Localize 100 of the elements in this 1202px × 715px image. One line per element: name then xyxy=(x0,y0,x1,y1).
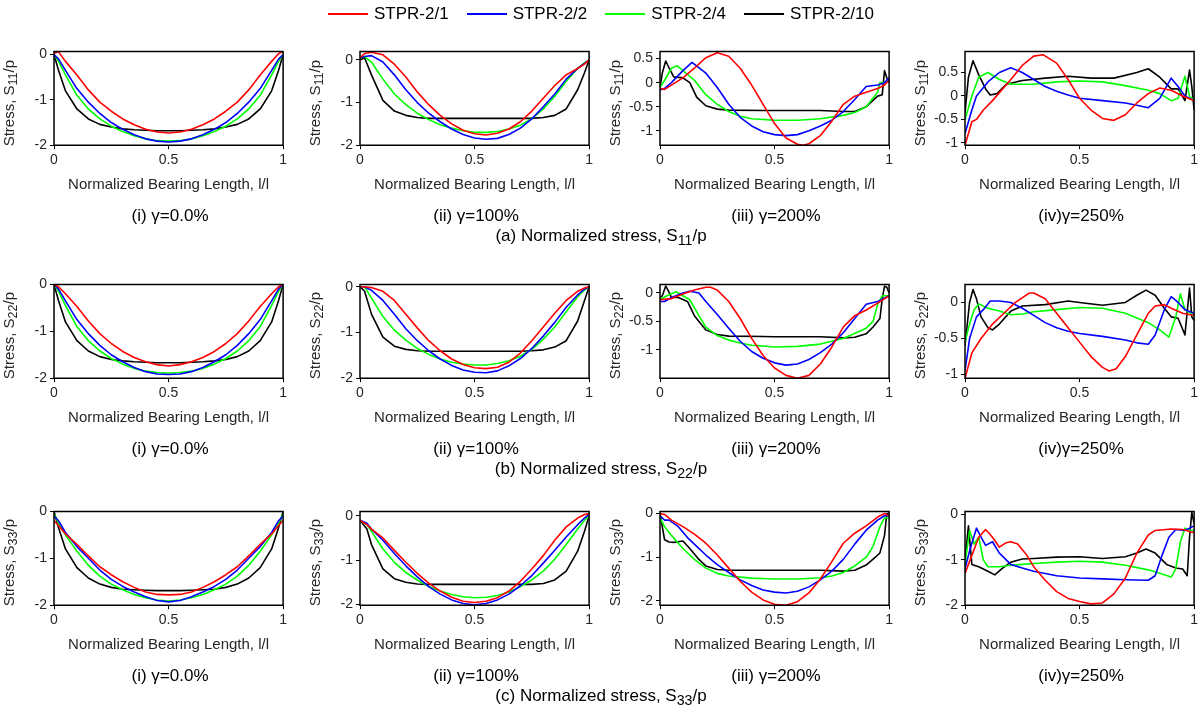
y-tick-label: -2 xyxy=(945,596,959,613)
x-axis-title: Normalized Bearing Length, l/l xyxy=(979,408,1181,426)
legend-label: STPR-2/2 xyxy=(512,4,588,24)
x-tick-label: 1 xyxy=(279,384,288,401)
legend-label: STPR-2/10 xyxy=(789,4,874,24)
y-tick-label: -1 xyxy=(340,93,354,110)
text: (iii) γ=200% xyxy=(730,206,822,226)
y-tick-label: 0 xyxy=(950,505,959,522)
text: (b) Normalized stress, S$_{22}$/p xyxy=(493,459,709,482)
text: (i) γ=0.0% xyxy=(130,439,210,459)
y-tick-label: 0 xyxy=(645,504,654,521)
x-axis-title: Normalized Bearing Length, l/l xyxy=(374,408,576,426)
y-tick-label: -2 xyxy=(640,591,654,608)
x-tick-label: 0.5 xyxy=(764,611,785,628)
x-tick-label: 0.5 xyxy=(464,384,485,401)
y-tick-label: 0 xyxy=(950,293,959,310)
x-axis-title: Normalized Bearing Length, l/l xyxy=(374,175,576,193)
text: (i) γ=0.0% xyxy=(130,666,210,686)
y-tick-label: -1 xyxy=(340,323,354,340)
x-tick-label: 1 xyxy=(1190,611,1199,628)
x-tick-label: 0.5 xyxy=(464,611,485,628)
x-axis-title: Normalized Bearing Length, l/l xyxy=(68,408,270,426)
y-tick-label: -2 xyxy=(34,369,48,386)
text: (a) Normalized stress, S$_{11}$/p xyxy=(494,226,708,249)
text: (iv)γ=250% xyxy=(1037,666,1125,686)
x-axis-title: Normalized Bearing Length, l/l xyxy=(674,175,876,193)
y-tick-label: 0 xyxy=(39,502,48,519)
text: (c) Normalized stress, S$_{33}$/p xyxy=(494,686,708,709)
y-tick-label: -1 xyxy=(34,90,48,107)
x-tick-label: 1 xyxy=(885,384,894,401)
x-axis-title: Normalized Bearing Length, l/l xyxy=(68,635,270,653)
x-tick-label: 1 xyxy=(885,151,894,168)
text: (i) γ=0.0% xyxy=(130,206,210,226)
text: (iv)γ=250% xyxy=(1037,439,1125,459)
text: (iii) γ=200% xyxy=(730,439,822,459)
x-tick-label: 0 xyxy=(961,611,970,628)
y-tick-label: -1 xyxy=(640,340,654,357)
x-tick-label: 0.5 xyxy=(1069,611,1090,628)
text: (iv)γ=250% xyxy=(1037,206,1125,226)
x-tick-label: 0.5 xyxy=(464,151,485,168)
y-tick-label: -1 xyxy=(640,121,654,138)
y-tick-label: -1 xyxy=(34,322,48,339)
x-tick-label: 0.5 xyxy=(1069,384,1090,401)
legend-label: STPR-2/1 xyxy=(373,4,449,24)
x-axis-title: Normalized Bearing Length, l/l xyxy=(374,635,576,653)
y-tick-label: -2 xyxy=(340,595,354,612)
x-tick-label: 1 xyxy=(1190,151,1199,168)
text: (ii) γ=100% xyxy=(432,666,520,686)
y-tick-label: 0.5 xyxy=(938,63,959,80)
y-tick-label: 0 xyxy=(950,86,959,103)
x-tick-label: 1 xyxy=(279,611,288,628)
text: (iii) γ=200% xyxy=(730,666,822,686)
x-tick-label: 0 xyxy=(656,151,665,168)
x-axis-title: Normalized Bearing Length, l/l xyxy=(674,635,876,653)
y-tick-label: 0 xyxy=(39,45,48,62)
x-axis-title: Normalized Bearing Length, l/l xyxy=(979,175,1181,193)
y-tick-label: -0.5 xyxy=(933,329,959,346)
y-tick-label: -2 xyxy=(34,136,48,153)
legend-label: STPR-2/4 xyxy=(651,4,726,24)
y-tick-label: 0 xyxy=(645,283,654,300)
text: (ii) γ=100% xyxy=(432,206,520,226)
y-tick-label: 0 xyxy=(345,506,354,523)
y-tick-label: -1 xyxy=(34,549,48,566)
x-tick-label: 1 xyxy=(885,611,894,628)
x-tick-label: 0 xyxy=(961,151,970,168)
y-tick-label: -1 xyxy=(945,133,959,150)
y-tick-label: -1 xyxy=(340,550,354,567)
x-tick-label: 1 xyxy=(585,151,594,168)
x-tick-label: 0.5 xyxy=(158,611,179,628)
x-tick-label: 1 xyxy=(1190,384,1199,401)
y-tick-label: 0 xyxy=(645,73,654,90)
text: (ii) γ=100% xyxy=(432,439,520,459)
x-tick-label: 0 xyxy=(656,384,665,401)
y-tick-label: -2 xyxy=(340,369,354,386)
x-tick-label: 0 xyxy=(356,611,365,628)
y-tick-label: 0 xyxy=(39,275,48,292)
x-tick-label: 0 xyxy=(50,151,59,168)
x-tick-label: 0 xyxy=(50,611,59,628)
x-tick-label: 0 xyxy=(356,151,365,168)
y-tick-label: 0.5 xyxy=(633,49,654,66)
y-tick-label: 0 xyxy=(345,50,354,67)
y-tick-label: -1 xyxy=(945,550,959,567)
y-tick-label: -0.5 xyxy=(628,312,654,329)
x-axis-title: Normalized Bearing Length, l/l xyxy=(674,408,876,426)
y-tick-label: -0.5 xyxy=(933,110,959,127)
y-tick-label: -0.5 xyxy=(628,97,654,114)
y-tick-label: -2 xyxy=(34,596,48,613)
x-tick-label: 1 xyxy=(279,151,288,168)
x-tick-label: 0.5 xyxy=(764,151,785,168)
x-tick-label: 0 xyxy=(961,384,970,401)
x-axis-title: Normalized Bearing Length, l/l xyxy=(68,175,270,193)
y-tick-label: -1 xyxy=(945,365,959,382)
y-tick-label: 0 xyxy=(345,277,354,294)
x-tick-label: 1 xyxy=(585,611,594,628)
x-tick-label: 0 xyxy=(356,384,365,401)
x-axis-title: Normalized Bearing Length, l/l xyxy=(979,635,1181,653)
y-tick-label: -2 xyxy=(340,136,354,153)
x-tick-label: 0 xyxy=(50,384,59,401)
x-tick-label: 0.5 xyxy=(158,151,179,168)
x-tick-label: 0.5 xyxy=(158,384,179,401)
